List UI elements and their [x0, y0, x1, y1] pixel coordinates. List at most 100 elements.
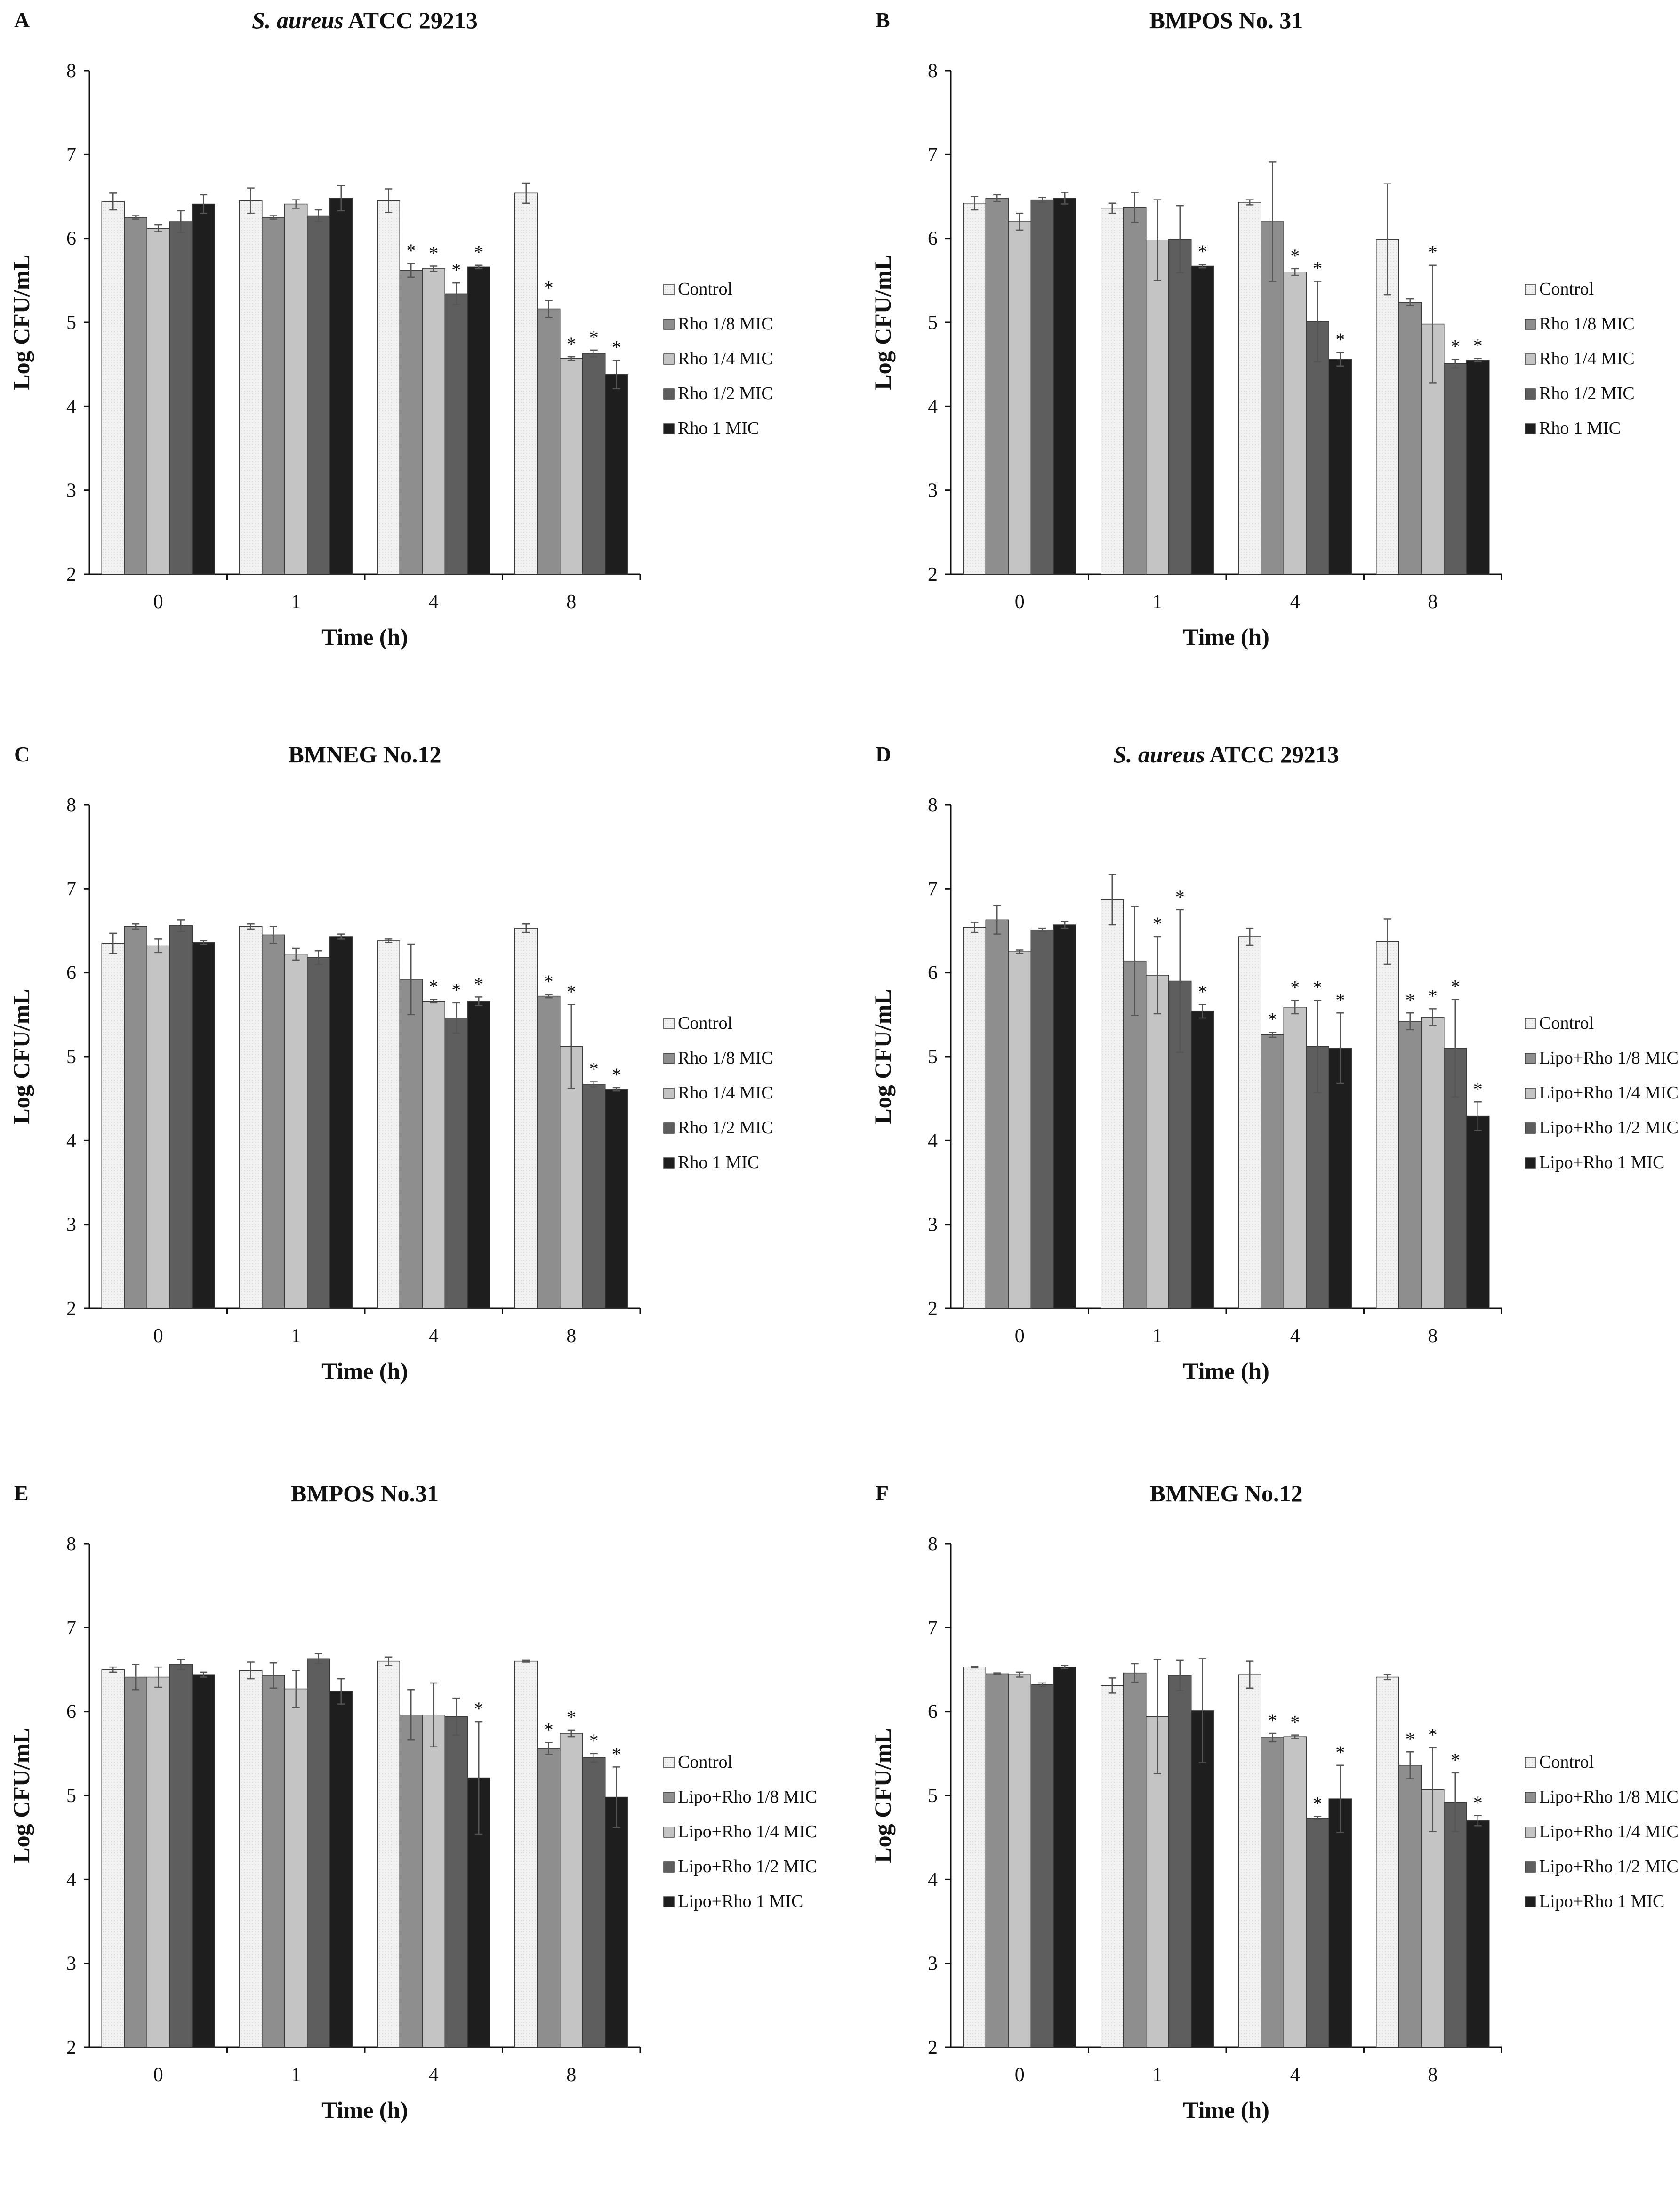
- bar-rho-1-t8: [605, 1089, 628, 1309]
- legend-label-control: Control: [678, 1752, 732, 1772]
- y-tick-label: 2: [928, 1298, 938, 1320]
- panel-letter: E: [14, 1481, 29, 1505]
- bar-rho-1-2-t1: [307, 215, 330, 575]
- bar-rho-1-4-t8: [560, 358, 583, 575]
- bar-rho-1-4-t4: [422, 1001, 445, 1309]
- panel-letter: C: [14, 742, 30, 766]
- y-tick-label: 5: [66, 1785, 76, 1807]
- bar-control-t4: [1238, 936, 1261, 1309]
- legend-swatch-control: [1525, 284, 1536, 295]
- y-tick-label: 7: [66, 144, 76, 166]
- y-tick-label: 8: [928, 60, 938, 82]
- bar-rho-1-4-t0: [146, 1676, 170, 2048]
- bar-rho-1-8-t0: [985, 198, 1009, 575]
- y-axis-title: Log CFU/mL: [869, 1728, 896, 1863]
- significance-star: *: [1428, 985, 1438, 1006]
- y-tick-label: 3: [928, 1953, 938, 1975]
- bar-control-t1: [239, 1670, 263, 2048]
- chart-title: S. aureus ATCC 29213: [252, 7, 478, 33]
- legend-swatch-rho-1-8: [663, 1792, 675, 1803]
- significance-star: *: [1335, 1742, 1345, 1763]
- legend-label-rho-1-2: Rho 1/2 MIC: [678, 384, 773, 403]
- bar-rho-1-2-t0: [1030, 1684, 1054, 2048]
- bar-rho-1-t1: [329, 936, 353, 1309]
- y-tick-label: 3: [66, 1214, 76, 1236]
- legend-label-rho-1-2: Lipo+Rho 1/2 MIC: [1539, 1118, 1679, 1138]
- y-tick-label: 4: [66, 1130, 76, 1152]
- legend-label-rho-1: Lipo+Rho 1 MIC: [1539, 1153, 1664, 1172]
- legend-swatch-rho-1-4: [1525, 353, 1536, 365]
- legend-swatch-rho-1-2: [663, 1861, 675, 1873]
- bar-rho-1-t4: [467, 1001, 490, 1309]
- x-tick-label: 1: [1152, 2064, 1162, 2086]
- legend-label-rho-1: Rho 1 MIC: [678, 1153, 759, 1172]
- legend-label-rho-1-8: Rho 1/8 MIC: [678, 314, 773, 334]
- y-tick-label: 8: [928, 1533, 938, 1555]
- bar-rho-1-2-t8: [582, 353, 606, 575]
- y-tick-label: 8: [928, 794, 938, 816]
- x-tick-label: 4: [1290, 591, 1300, 613]
- bar-rho-1-4-t1: [1146, 975, 1169, 1309]
- bar-rho-1-2-t4: [1306, 321, 1329, 575]
- significance-star: *: [1473, 335, 1483, 356]
- legend-label-rho-1-4: Lipo+Rho 1/4 MIC: [1539, 1822, 1679, 1842]
- legend-swatch-rho-1-8: [663, 319, 675, 330]
- bar-rho-1-4-t1: [284, 203, 308, 575]
- legend-label-rho-1-4: Lipo+Rho 1/4 MIC: [678, 1822, 817, 1842]
- bar-control-t0: [101, 201, 125, 575]
- legend-label-control: Control: [1539, 1013, 1594, 1033]
- y-tick-label: 5: [928, 1785, 938, 1807]
- y-tick-label: 7: [928, 878, 938, 900]
- significance-star: *: [1268, 1009, 1277, 1030]
- x-axis-title: Time (h): [1183, 1358, 1269, 1384]
- bar-rho-1-t4: [1328, 1048, 1352, 1309]
- bar-rho-1-8-t0: [124, 1676, 147, 2048]
- chart-title-text: BMPOS No.31: [291, 1480, 439, 1507]
- bar-rho-1-t0: [192, 942, 215, 1309]
- bar-rho-1-8-t4: [399, 1715, 423, 2048]
- bar-rho-1-t0: [1053, 1667, 1076, 2048]
- bar-rho-1-4-t0: [1008, 221, 1031, 575]
- panel-f: F BMNEG No.12 2 3 4 5 6 7 8 0 1 4 * * * * 8 * * * * Time (h) L…: [869, 1480, 1679, 2123]
- significance-star: *: [612, 337, 621, 358]
- bar-rho-1-t8: [1466, 360, 1490, 575]
- significance-star: *: [1175, 886, 1185, 907]
- bar-rho-1-8-t8: [1398, 302, 1422, 575]
- bar-control-t4: [377, 940, 400, 1309]
- y-tick-label: 3: [928, 1214, 938, 1236]
- significance-star: *: [1290, 245, 1300, 266]
- legend-swatch-rho-1-2: [663, 388, 675, 400]
- significance-star: *: [544, 971, 554, 992]
- bar-rho-1-8-t1: [1123, 1672, 1147, 2048]
- legend-swatch-rho-1-4: [663, 1088, 675, 1099]
- y-tick-label: 2: [928, 564, 938, 585]
- legend: Control Rho 1/8 MIC Rho 1/4 MIC Rho 1/2 MIC…: [663, 1013, 773, 1172]
- bar-rho-1-2-t0: [1030, 199, 1054, 575]
- legend: Control Rho 1/8 MIC Rho 1/4 MIC Rho 1/2 MIC…: [1525, 279, 1635, 438]
- bar-rho-1-t0: [192, 1674, 215, 2048]
- bar-control-t0: [963, 203, 986, 575]
- bar-rho-1-t8: [605, 374, 628, 575]
- bar-rho-1-4-t4: [1283, 1736, 1307, 2048]
- chart-title: BMNEG No.12: [1150, 1480, 1303, 1507]
- bar-control-t4: [1238, 1674, 1261, 2048]
- legend-label-rho-1: Rho 1 MIC: [1539, 418, 1621, 438]
- significance-star: *: [589, 1730, 599, 1751]
- legend-swatch-rho-1-4: [1525, 1088, 1536, 1099]
- legend-swatch-rho-1-2: [1525, 1861, 1536, 1873]
- bar-control-t1: [239, 200, 263, 575]
- y-tick-label: 8: [66, 794, 76, 816]
- bar-control-t1: [1101, 1685, 1124, 2048]
- significance-star: *: [406, 240, 416, 261]
- y-tick-label: 6: [66, 962, 76, 984]
- significance-star: *: [612, 1743, 621, 1764]
- bar-rho-1-2-t1: [1168, 1675, 1192, 2048]
- x-axis-title: Time (h): [321, 2097, 408, 2123]
- x-tick-label: 4: [1290, 2064, 1300, 2086]
- chart-title-text: ATCC 29213: [1205, 741, 1339, 768]
- bar-control-t0: [101, 943, 125, 1309]
- chart-title-text: BMNEG No.12: [1150, 1480, 1303, 1507]
- significance-star: *: [1268, 1710, 1277, 1731]
- y-tick-label: 2: [66, 1298, 76, 1320]
